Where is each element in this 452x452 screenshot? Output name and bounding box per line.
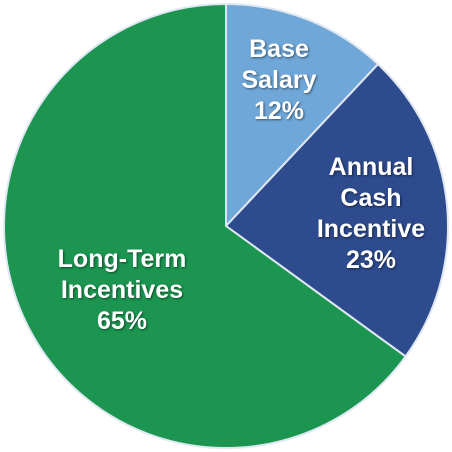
value-label: 23% — [345, 246, 397, 274]
pie-slice — [224, 62, 449, 358]
category-label: Annual Cash Incentive — [316, 153, 426, 243]
category-label: Long-Term Incentives — [57, 244, 187, 304]
pie-slice — [3, 2, 408, 449]
value-label: 12% — [253, 96, 305, 125]
category-label: Base Salary — [241, 34, 317, 94]
slice-label: Annual Cash Incentive 23% — [299, 144, 444, 284]
label-box: Long-Term Incentives 65% — [20, 220, 225, 360]
pie-slice — [225, 2, 380, 229]
label-box: Annual Cash Incentive 23% — [299, 144, 444, 284]
value-label: 65% — [96, 306, 148, 335]
label-box: Base Salary 12% — [224, 10, 334, 150]
